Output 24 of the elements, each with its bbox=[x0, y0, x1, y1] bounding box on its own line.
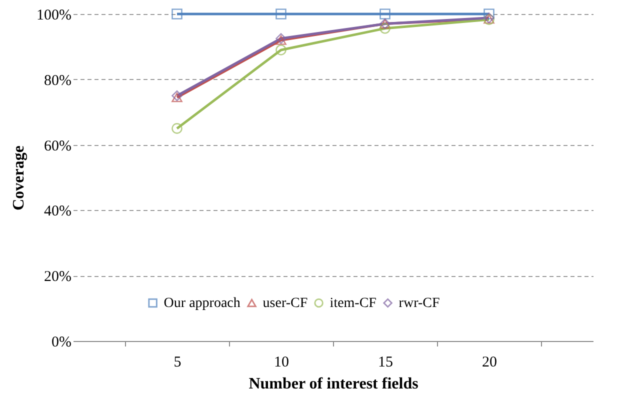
point bbox=[276, 8, 286, 20]
y-tick-label: 80% bbox=[44, 72, 72, 89]
point bbox=[380, 8, 390, 20]
y-tick-label: 20% bbox=[44, 269, 72, 286]
legend-label: user-CF bbox=[262, 296, 308, 311]
point bbox=[484, 8, 494, 20]
y-tick-label: 60% bbox=[44, 138, 72, 154]
y-tick-label: 0% bbox=[52, 334, 72, 350]
point bbox=[172, 92, 182, 102]
y-tick-label: 40% bbox=[44, 204, 72, 220]
x-tick-label: 20 bbox=[482, 354, 497, 370]
point bbox=[172, 8, 182, 20]
legend-label: Our approach bbox=[164, 296, 240, 311]
x-axis-title: Number of interest fields bbox=[248, 376, 418, 392]
x-tick-label: 15 bbox=[378, 354, 393, 370]
point bbox=[276, 44, 286, 56]
point bbox=[172, 123, 182, 134]
point bbox=[380, 23, 390, 34]
x-tick-label: 5 bbox=[174, 354, 182, 370]
y-tick-label: 100% bbox=[36, 8, 72, 24]
y-axis-title: Coverage bbox=[10, 146, 28, 210]
legend-label: rwr-CF bbox=[398, 296, 440, 311]
x-tick-label: 10 bbox=[274, 354, 289, 370]
legend-label: item-CF bbox=[330, 296, 377, 311]
